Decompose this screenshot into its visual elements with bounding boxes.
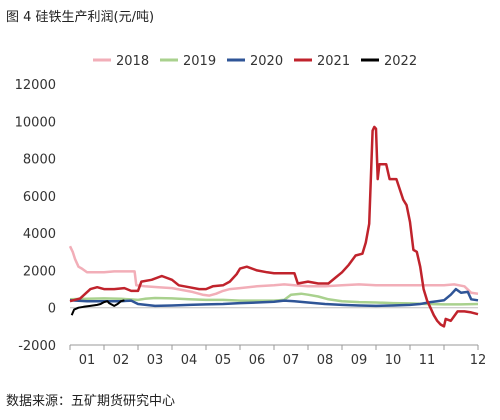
y-tick-label: 8000 [23, 153, 56, 168]
series-line-2018 [68, 245, 479, 297]
legend-label-2020: 2020 [250, 54, 283, 69]
y-axis: -2000 0 2000 4000 6000 8000 10000 12000 [15, 78, 56, 354]
y-tick-label: 10000 [15, 115, 56, 130]
x-tick-label: 01 [79, 353, 96, 368]
x-tick-label: 12 [470, 353, 487, 368]
series-line-2020 [69, 287, 479, 308]
x-tick-label: 03 [147, 353, 164, 368]
chart-title: 图 4 硅铁生产利润(元/吨) [6, 10, 155, 25]
y-tick-label: 0 [48, 302, 56, 317]
x-axis: 01 02 03 04 05 06 07 08 09 10 11 12 [69, 307, 487, 368]
series-line-2022 [70, 299, 125, 316]
x-tick-label: 02 [113, 353, 130, 368]
x-tick-label: 08 [317, 353, 334, 368]
x-tick-label: 09 [351, 353, 368, 368]
y-tick-label: -2000 [18, 339, 56, 354]
data-source-note: 数据来源：五矿期货研究中心 [6, 394, 176, 409]
series-line-2021 [69, 125, 479, 328]
y-tick-label: 4000 [23, 227, 56, 242]
x-tick-label: 07 [283, 353, 300, 368]
legend-label-2019: 2019 [183, 54, 216, 69]
legend-label-2021: 2021 [317, 54, 350, 69]
y-tick-label: 12000 [15, 78, 56, 93]
y-tick-label: 2000 [23, 264, 56, 279]
x-tick-label: 04 [181, 353, 198, 368]
chart-legend: 2018 2019 2020 2021 2022 [93, 54, 417, 69]
x-tick-label: 06 [249, 353, 266, 368]
legend-label-2022: 2022 [384, 54, 417, 69]
x-tick-label: 10 [385, 353, 402, 368]
x-tick-label: 11 [419, 353, 436, 368]
legend-label-2018: 2018 [116, 54, 149, 69]
x-tick-label: 05 [215, 353, 232, 368]
plot-area [68, 125, 479, 328]
y-tick-label: 6000 [23, 190, 56, 205]
